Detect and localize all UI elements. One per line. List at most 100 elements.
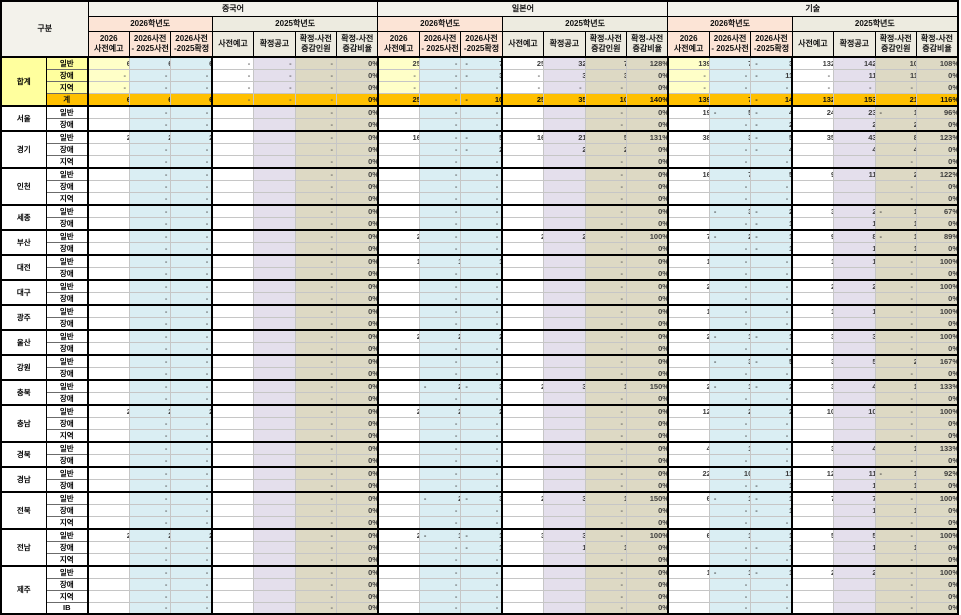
data-cell: 100% <box>915 329 959 343</box>
data-cell: 0% <box>336 118 379 132</box>
data-cell <box>87 180 130 193</box>
data-cell: 0% <box>625 342 669 356</box>
data-cell: - <box>128 354 172 368</box>
data-cell: - <box>128 429 172 443</box>
data-cell: 2 <box>874 118 917 132</box>
data-cell: - <box>294 590 338 603</box>
col-header-line2: - 2025사전 <box>711 43 749 53</box>
data-cell: - <box>294 304 338 318</box>
type-label: 일반 <box>45 167 90 181</box>
data-cell <box>543 553 586 567</box>
data-cell <box>501 254 545 268</box>
data-cell: 2 <box>170 130 213 144</box>
data-cell: - <box>708 553 752 567</box>
data-cell <box>376 565 420 579</box>
data-cell <box>211 379 255 393</box>
type-label: 지역 <box>45 155 90 169</box>
data-cell: - <box>128 118 172 132</box>
data-cell: - <box>584 304 628 318</box>
data-cell: -10 <box>460 93 503 107</box>
data-cell <box>376 292 420 306</box>
data-cell <box>501 429 545 443</box>
data-cell: - <box>584 267 628 281</box>
data-cell: 0% <box>336 93 379 107</box>
data-cell: - <box>750 254 793 268</box>
data-cell <box>253 329 296 343</box>
data-cell <box>833 578 876 591</box>
data-cell <box>376 342 420 356</box>
data-cell: - <box>708 392 752 406</box>
data-cell <box>666 553 710 567</box>
col-header-line2: -2025확정 <box>463 43 500 53</box>
data-cell: - <box>874 516 917 530</box>
col-header: 2026사전 - 2025사전 <box>708 30 752 58</box>
data-cell: 25 <box>501 93 545 107</box>
data-cell: 0% <box>915 317 959 331</box>
data-cell <box>376 441 420 455</box>
data-cell: - <box>128 392 172 406</box>
data-cell: - <box>170 81 213 94</box>
data-cell <box>501 479 545 493</box>
data-cell: 21 <box>543 130 586 144</box>
data-cell <box>253 118 296 132</box>
data-cell: - <box>128 466 172 480</box>
data-cell: 19 <box>666 105 710 119</box>
data-cell: - <box>460 367 503 381</box>
data-cell: - <box>170 118 213 132</box>
data-cell <box>87 578 130 591</box>
data-cell: 0% <box>336 167 379 181</box>
data-cell: 0% <box>336 454 379 468</box>
data-cell: 100% <box>915 491 959 505</box>
data-cell <box>666 367 710 381</box>
data-cell: -2 <box>750 204 793 218</box>
data-cell <box>543 292 586 306</box>
data-cell <box>543 367 586 381</box>
data-cell: 2 <box>584 143 628 156</box>
data-cell <box>666 417 710 430</box>
data-cell: - <box>128 491 172 505</box>
data-cell: 1 <box>584 491 628 505</box>
type-label: 장애 <box>45 317 90 331</box>
data-cell: - <box>460 167 503 181</box>
data-cell <box>501 329 545 343</box>
data-cell: - <box>294 229 338 243</box>
data-cell <box>791 516 835 530</box>
data-cell: - <box>170 279 213 293</box>
data-cell: 1 <box>874 541 917 554</box>
data-cell <box>87 601 130 615</box>
data-cell <box>501 466 545 480</box>
type-label: 장애 <box>45 342 90 356</box>
data-cell: 3 <box>791 441 835 455</box>
data-cell: - <box>418 304 462 318</box>
data-cell <box>87 590 130 603</box>
data-cell: - <box>170 466 213 480</box>
data-cell: - <box>584 317 628 331</box>
table-body: 합계일반666---0%25--725327128%1397-313214210… <box>0 56 959 615</box>
data-cell: 43 <box>833 130 876 144</box>
data-cell: - <box>128 69 172 82</box>
data-cell: 2 <box>170 528 213 542</box>
type-label: 일반 <box>45 279 90 293</box>
data-cell: -5 <box>750 354 793 368</box>
type-label: 일반 <box>45 466 90 480</box>
data-cell: - <box>294 242 338 256</box>
data-cell: - <box>294 81 338 94</box>
data-cell <box>376 578 420 591</box>
data-cell <box>211 466 255 480</box>
data-cell <box>833 342 876 356</box>
data-cell: -3 <box>708 204 752 218</box>
data-cell: -1 <box>750 217 793 231</box>
data-cell: -1 <box>460 528 503 542</box>
type-label: 장애 <box>45 217 90 231</box>
data-cell: 8 <box>874 130 917 144</box>
data-cell <box>666 242 710 256</box>
type-label: 일반 <box>45 379 90 393</box>
data-cell: 4 <box>833 379 876 393</box>
data-cell <box>87 367 130 381</box>
data-cell <box>543 304 586 318</box>
data-cell: - <box>170 578 213 591</box>
corner-label: 구분 <box>0 0 89 58</box>
data-cell: - <box>750 392 793 406</box>
data-cell: - <box>708 304 752 318</box>
